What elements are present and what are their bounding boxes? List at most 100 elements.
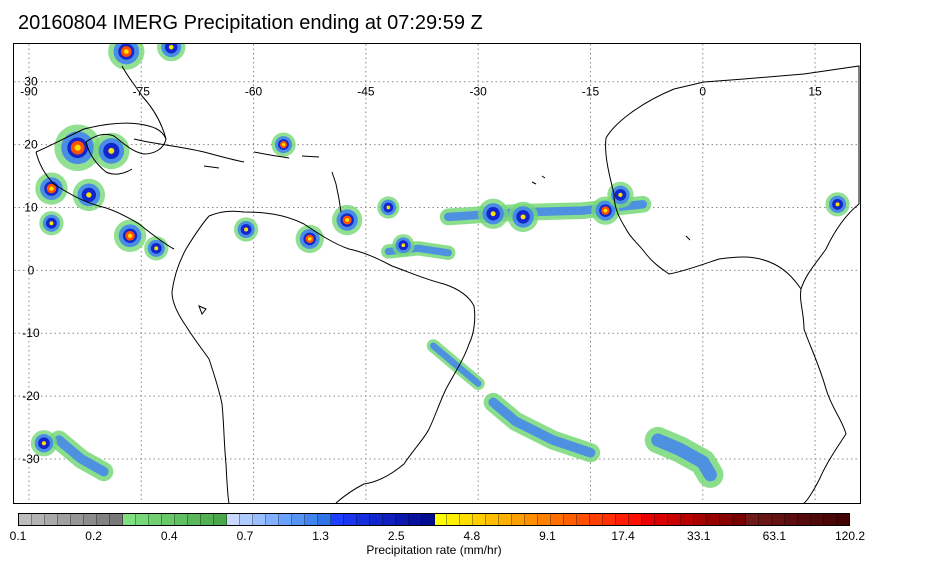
colorbar-swatch	[239, 514, 253, 525]
coastline-west-africa	[605, 137, 802, 290]
rain-cell	[39, 211, 64, 236]
colorbar-swatch	[421, 514, 435, 525]
colorbar-swatch	[694, 514, 708, 525]
lon-tick-label: -75	[133, 85, 151, 99]
colorbar-swatch	[447, 514, 461, 525]
rain-cell	[507, 201, 539, 233]
island-cape-verde	[531, 175, 546, 185]
colorbar-swatch	[382, 514, 396, 525]
colorbar-swatch	[369, 514, 383, 525]
colorbar-swatch	[824, 514, 838, 525]
colorbar-swatch	[44, 514, 58, 525]
colorbar-swatch	[499, 514, 513, 525]
rain-cell	[331, 204, 363, 236]
colorbar-swatch	[96, 514, 110, 525]
colorbar-swatch	[733, 514, 747, 525]
colorbar-swatch	[707, 514, 721, 525]
colorbar-swatch	[681, 514, 695, 525]
colorbar-tick-label: 33.1	[687, 529, 711, 543]
colorbar-swatch	[226, 514, 240, 525]
colorbar-swatch	[837, 514, 849, 525]
colorbar-swatch	[564, 514, 578, 525]
rain-cell	[113, 219, 147, 252]
colorbar-swatch	[83, 514, 97, 525]
graticule	[14, 44, 860, 503]
coastline-central-america	[35, 151, 175, 250]
rain-cell	[108, 44, 145, 70]
island-lesser-antilles	[331, 171, 342, 213]
colorbar-swatch	[434, 514, 448, 525]
precipitation-map: -90 -75 -60 -45 -30 -15 0 15 30 20 10 0 -10 -20 -30	[14, 44, 860, 503]
coastline-yucatan	[85, 141, 133, 175]
colorbar-tick-label: 120.2	[834, 529, 866, 543]
colorbar-swatch	[200, 514, 214, 525]
colorbar-swatch	[174, 514, 188, 525]
colorbar-swatch	[616, 514, 630, 525]
colorbar-swatch	[811, 514, 825, 525]
rain-cell	[377, 196, 400, 219]
colorbar-swatch	[70, 514, 84, 525]
colorbar-tick-label: 0.2	[85, 529, 102, 543]
rain-cell	[30, 430, 58, 457]
rain-cell	[35, 172, 68, 205]
colorbar-swatch	[668, 514, 682, 525]
colorbar-swatch	[512, 514, 526, 525]
longitude-labels: -90 -75 -60 -45 -30 -15 0 15	[20, 85, 822, 99]
island-jamaica	[203, 165, 220, 169]
colorbar-swatch	[317, 514, 331, 525]
lat-tick-label: -20	[22, 389, 40, 403]
colorbar-swatch	[278, 514, 292, 525]
colorbar-swatch	[538, 514, 552, 525]
rain-cell	[144, 236, 169, 261]
coastline-north-america-east	[121, 65, 167, 140]
colorbar-tick-label: 0.4	[160, 529, 178, 543]
colorbar-swatch	[161, 514, 175, 525]
page-title: 20160804 IMERG Precipitation ending at 0…	[18, 12, 483, 34]
colorbar-swatch	[655, 514, 669, 525]
colorbar-swatch	[772, 514, 786, 525]
lon-tick-label: -15	[582, 85, 600, 99]
lon-tick-label: 15	[808, 85, 822, 99]
lon-tick-label: -30	[470, 85, 488, 99]
colorbar-tick-label: 63.1	[762, 529, 787, 543]
lon-tick-label: 0	[699, 85, 706, 99]
colorbar-swatch	[122, 514, 136, 525]
island-bioko	[685, 235, 691, 241]
colorbar-swatch	[629, 514, 643, 525]
colorbar	[18, 513, 850, 526]
colorbar-swatch	[343, 514, 357, 525]
colorbar-swatch	[213, 514, 227, 525]
colorbar-tick-label: 9.1	[539, 529, 556, 543]
island-cuba	[133, 138, 245, 163]
colorbar-swatch	[19, 514, 32, 525]
colorbar-swatch	[759, 514, 773, 525]
lat-tick-label: 10	[24, 200, 38, 214]
island-puerto-rico	[301, 155, 320, 158]
rain-band-core	[54, 435, 109, 477]
colorbar-swatch	[798, 514, 812, 525]
colorbar-swatch	[720, 514, 734, 525]
colorbar-tick-label: 4.8	[463, 529, 481, 543]
rain-cell	[392, 234, 415, 257]
rain-cell	[271, 132, 296, 157]
colorbar-swatch	[408, 514, 422, 525]
colorbar-swatch	[642, 514, 656, 525]
lon-tick-label: -60	[245, 85, 263, 99]
colorbar-swatch	[304, 514, 318, 525]
rain-cell	[825, 192, 850, 217]
colorbar-tick-label: 17.4	[611, 529, 635, 543]
colorbar-tick-label: 1.3	[312, 529, 329, 543]
coastline-south-america	[208, 210, 476, 503]
colorbar-swatch	[551, 514, 565, 525]
colorbar-swatch	[109, 514, 123, 525]
rain-cell	[295, 224, 324, 254]
colorbar-tick-label: 0.1	[9, 529, 27, 543]
colorbar-swatch	[252, 514, 266, 525]
colorbar-swatch	[356, 514, 370, 525]
colorbar-swatch	[265, 514, 279, 525]
lon-tick-label: -45	[357, 85, 375, 99]
rain-band-core	[488, 397, 596, 458]
rain-band-core	[651, 433, 717, 482]
colorbar-swatch	[525, 514, 539, 525]
colorbar-tick-label: 0.7	[236, 529, 254, 543]
